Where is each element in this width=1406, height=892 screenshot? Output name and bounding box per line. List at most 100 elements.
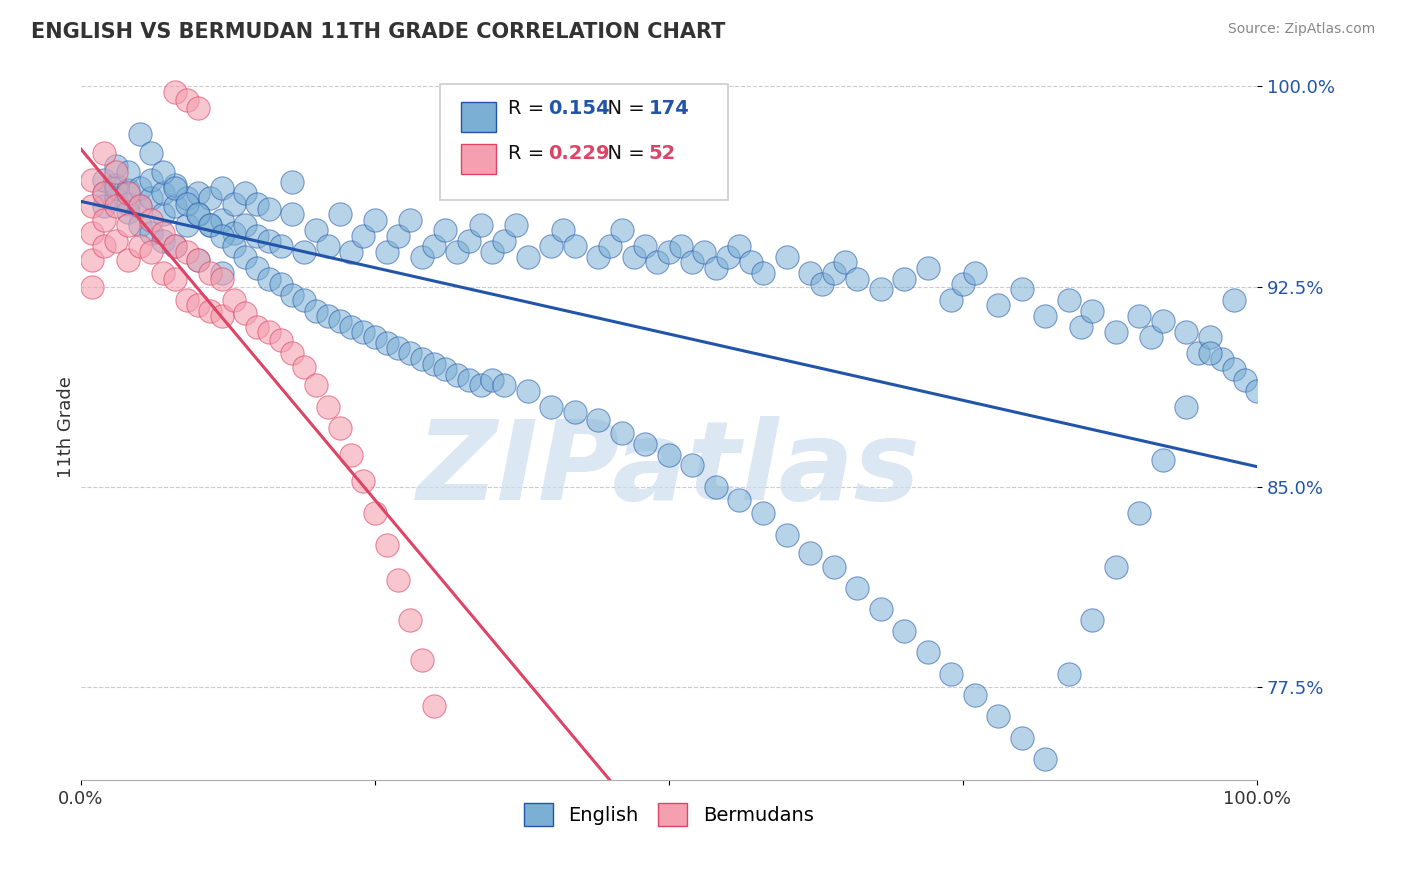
Point	[352, 228, 374, 243]
Point	[645, 255, 668, 269]
Point	[893, 624, 915, 638]
Point	[316, 400, 339, 414]
Point	[952, 277, 974, 291]
Point	[163, 199, 186, 213]
Point	[198, 218, 221, 232]
Point	[823, 266, 845, 280]
Point	[752, 507, 775, 521]
Point	[246, 260, 269, 275]
Point	[222, 196, 245, 211]
Text: R =: R =	[508, 99, 550, 118]
Point	[1128, 507, 1150, 521]
Point	[187, 298, 209, 312]
Point	[222, 293, 245, 307]
Point	[728, 493, 751, 508]
Point	[128, 199, 150, 213]
Point	[458, 234, 481, 248]
Point	[1081, 613, 1104, 627]
Point	[211, 180, 233, 194]
Point	[352, 325, 374, 339]
Point	[1057, 293, 1080, 307]
Point	[869, 282, 891, 296]
Point	[93, 212, 115, 227]
Point	[198, 266, 221, 280]
Point	[340, 319, 363, 334]
FancyBboxPatch shape	[461, 145, 496, 174]
Point	[846, 271, 869, 285]
Point	[634, 437, 657, 451]
Text: R =: R =	[508, 145, 550, 163]
Point	[187, 101, 209, 115]
Point	[198, 218, 221, 232]
Point	[775, 527, 797, 541]
Point	[869, 602, 891, 616]
Point	[211, 266, 233, 280]
Point	[176, 244, 198, 259]
Point	[422, 357, 444, 371]
Point	[163, 85, 186, 99]
Point	[1011, 731, 1033, 745]
Point	[141, 191, 163, 205]
Point	[152, 226, 174, 240]
Point	[1211, 351, 1233, 366]
Point	[387, 573, 409, 587]
Point	[540, 239, 562, 253]
Point	[823, 559, 845, 574]
Point	[917, 645, 939, 659]
Point	[82, 226, 104, 240]
Point	[1033, 752, 1056, 766]
Point	[588, 413, 610, 427]
Point	[246, 196, 269, 211]
Point	[187, 252, 209, 267]
Point	[634, 239, 657, 253]
Point	[623, 250, 645, 264]
Point	[82, 199, 104, 213]
Text: ZIPatlas: ZIPatlas	[418, 416, 921, 523]
Point	[128, 239, 150, 253]
Point	[387, 341, 409, 355]
Point	[128, 128, 150, 142]
Point	[1152, 314, 1174, 328]
Point	[1222, 293, 1244, 307]
Point	[163, 271, 186, 285]
Point	[141, 173, 163, 187]
Point	[1187, 346, 1209, 360]
Point	[235, 218, 257, 232]
Point	[105, 180, 128, 194]
Point	[799, 266, 821, 280]
Point	[235, 306, 257, 320]
Point	[505, 218, 527, 232]
Point	[117, 252, 139, 267]
Point	[257, 271, 280, 285]
Point	[281, 287, 304, 301]
Point	[340, 244, 363, 259]
Point	[834, 255, 856, 269]
Point	[1175, 400, 1198, 414]
Point	[141, 146, 163, 161]
Point	[1057, 666, 1080, 681]
Point	[740, 255, 762, 269]
Point	[257, 325, 280, 339]
Point	[375, 538, 398, 552]
Point	[340, 448, 363, 462]
Point	[141, 244, 163, 259]
Point	[270, 239, 292, 253]
Point	[105, 199, 128, 213]
Point	[305, 223, 328, 237]
Point	[270, 277, 292, 291]
Point	[316, 309, 339, 323]
Point	[141, 212, 163, 227]
Point	[516, 384, 538, 398]
Point	[93, 186, 115, 200]
Point	[458, 373, 481, 387]
Point	[941, 293, 963, 307]
Point	[364, 507, 387, 521]
Point	[211, 271, 233, 285]
Point	[328, 421, 350, 435]
Point	[257, 202, 280, 216]
Point	[1105, 325, 1128, 339]
Point	[211, 309, 233, 323]
Point	[375, 244, 398, 259]
Point	[187, 207, 209, 221]
Text: 0.229: 0.229	[548, 145, 609, 163]
